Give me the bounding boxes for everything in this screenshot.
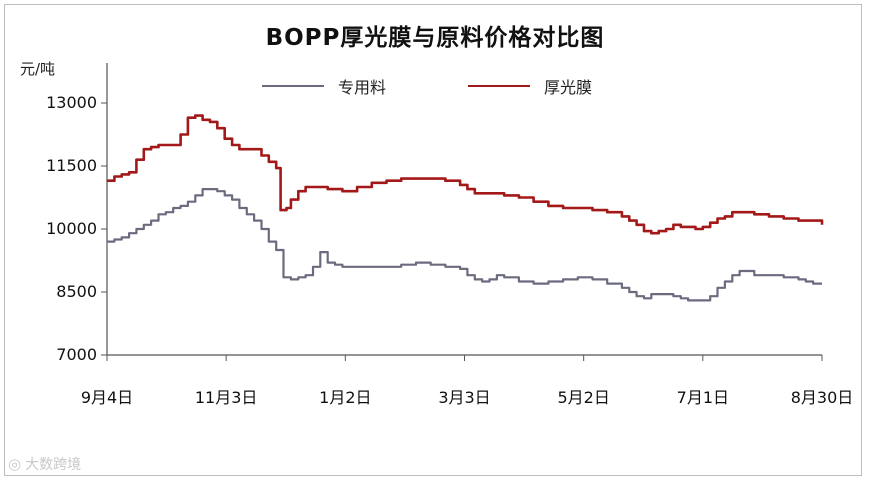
series-line-0 [107,188,822,302]
x-tick-label: 11月3日 [194,388,258,407]
y-tick-label: 10000 [46,219,97,238]
chart-frame [4,4,862,476]
x-tick-label: 1月2日 [319,388,372,407]
legend-item-series-1: 厚光膜 [468,74,592,98]
x-tick-label: 9月4日 [80,388,134,407]
y-tick-label: 8500 [56,282,97,301]
legend-swatch-series-0 [262,85,324,87]
watermark: ◎ 大数跨境 [8,454,81,474]
legend-item-series-0: 专用料 [262,74,386,98]
y-tick-label: 7000 [56,345,97,364]
legend-swatch-series-1 [468,85,530,87]
legend-label-series-1: 厚光膜 [544,78,593,97]
series-line-1 [107,114,824,235]
legend-label-series-0: 专用料 [338,78,387,97]
y-tick-label: 13000 [46,93,97,112]
y-tick-label: 11500 [46,156,97,175]
x-tick-label: 5月2日 [557,388,610,407]
chart-title: BOPP厚光膜与原料价格对比图 [265,25,605,51]
watermark-text: 大数跨境 [25,457,82,473]
watermark-logo-icon: ◎ [8,455,22,473]
x-tick-label: 7月1日 [676,388,730,407]
x-tick-label: 8月30日 [790,388,854,407]
x-tick-label: 3月3日 [438,388,491,407]
y-axis-unit-label: 元/吨 [20,60,56,78]
